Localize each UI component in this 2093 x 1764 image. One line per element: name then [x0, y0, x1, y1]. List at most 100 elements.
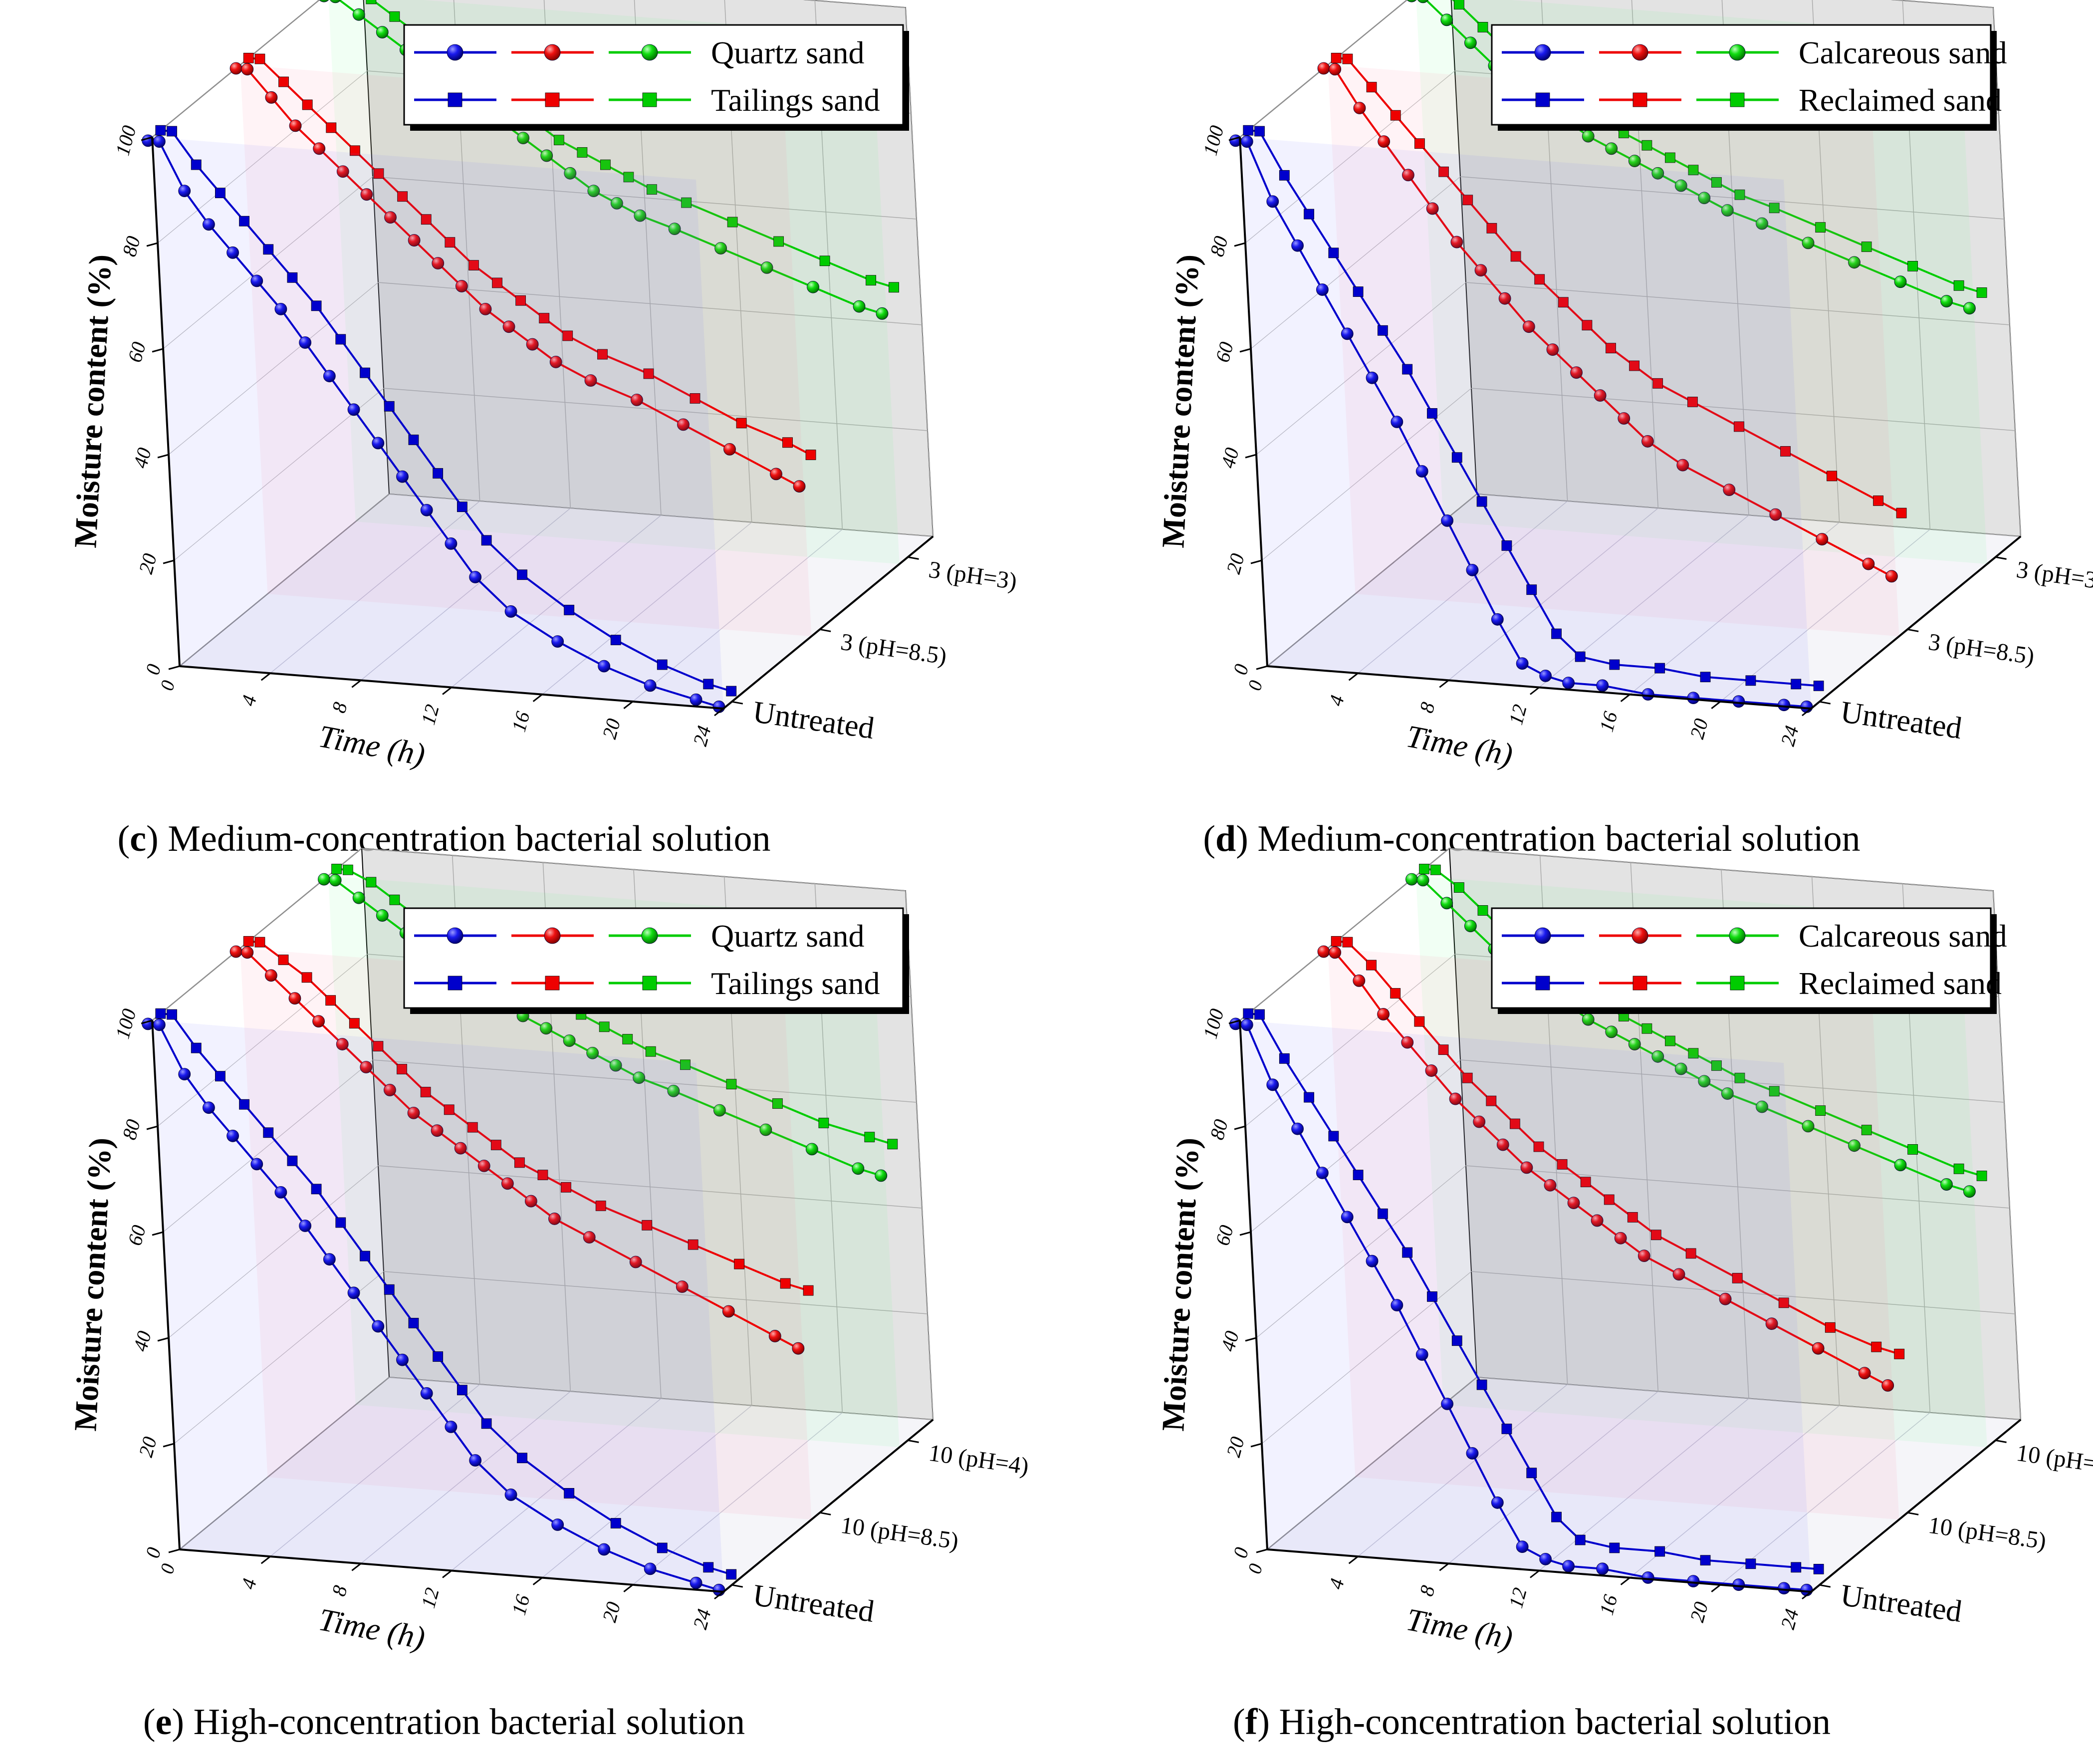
series-group-0: [142, 1008, 737, 1596]
data-point-circle: [477, 1159, 490, 1172]
group-plane: [240, 65, 812, 637]
data-point-circle: [1778, 1582, 1791, 1595]
legend-marker-circle: [447, 44, 464, 61]
gridline-side: [163, 176, 373, 349]
gridline-floor: [1539, 1398, 1749, 1571]
data-point-square: [645, 1046, 656, 1057]
series-circle-1: [230, 62, 806, 493]
series-square-1: [1331, 936, 1905, 1359]
caption-text: High-concentration bacterial solution: [1270, 1702, 1831, 1743]
data-point-circle: [1723, 484, 1736, 497]
data-point-circle: [289, 119, 302, 132]
data-point-square: [577, 147, 588, 158]
data-point-square: [349, 1018, 360, 1029]
x-tick: [532, 694, 543, 702]
data-point-circle: [875, 1169, 888, 1182]
data-point-square: [1279, 1053, 1290, 1064]
data-point-square: [517, 1453, 527, 1464]
data-point-circle: [1377, 1008, 1390, 1020]
gridline-horizontal: [1476, 494, 2021, 537]
data-point-square: [331, 864, 342, 874]
data-point-circle: [1401, 1036, 1414, 1049]
data-point-circle: [384, 1084, 396, 1096]
data-point-circle: [431, 1124, 444, 1137]
data-point-square: [1331, 936, 1342, 947]
gridline-vertical: [905, 890, 933, 1420]
data-point-circle: [1676, 459, 1689, 472]
gridline-floor: [1358, 1384, 1568, 1557]
data-point-circle: [360, 188, 373, 201]
data-point-square: [622, 1034, 633, 1044]
gridline-floor: [1539, 514, 1749, 688]
data-point-square: [457, 502, 467, 512]
legend-label: Quartz sand: [711, 35, 864, 70]
z-tick: [141, 136, 153, 141]
data-point-square: [599, 1021, 610, 1032]
legend-marker-square: [1632, 92, 1647, 107]
data-point-circle: [713, 1104, 726, 1117]
data-point-circle: [1498, 292, 1511, 305]
legend-label: Calcareous sand: [1799, 918, 2007, 954]
data-point-square: [1453, 882, 1464, 893]
legend-box: [403, 907, 904, 1009]
x-tick: [714, 1591, 724, 1600]
data-point-circle: [1778, 699, 1791, 712]
data-point-square: [1438, 166, 1449, 177]
gridline-horizontal: [1465, 282, 2010, 325]
legend-marker-square: [448, 976, 463, 991]
z-tick: [168, 665, 180, 670]
data-point-circle: [667, 1084, 680, 1097]
data-point-circle: [1802, 1120, 1815, 1133]
data-point-square: [1331, 52, 1342, 63]
data-point-circle: [1812, 1342, 1825, 1355]
data-point-square: [1279, 170, 1290, 181]
gridline-side: [168, 282, 379, 455]
data-point-square: [191, 1042, 202, 1053]
data-point-circle: [1862, 557, 1875, 570]
data-point-square: [1551, 628, 1562, 639]
data-point-circle: [1719, 1292, 1732, 1305]
data-point-circle: [1641, 1571, 1654, 1584]
data-point-square: [1711, 1060, 1722, 1071]
data-point-square: [1894, 1348, 1905, 1359]
data-point-circle: [1963, 1185, 1976, 1198]
y-axis-line: [722, 535, 934, 710]
legend-label: Quartz sand: [711, 918, 864, 954]
data-point-square: [1654, 663, 1665, 674]
data-point-square: [643, 368, 654, 379]
data-point-square: [335, 1217, 346, 1228]
series-square-1: [243, 52, 816, 460]
data-point-square: [1606, 343, 1616, 354]
data-point-circle: [770, 468, 782, 481]
data-point-square: [1813, 681, 1824, 691]
series-square-0: [1243, 125, 1824, 691]
data-point-square: [457, 1385, 467, 1396]
z-tick: [1245, 1337, 1257, 1342]
data-point-circle: [1402, 169, 1414, 182]
data-point-square: [1711, 177, 1722, 188]
data-point-square: [727, 217, 738, 228]
data-point-square: [1377, 325, 1388, 336]
data-point-square: [1629, 360, 1640, 371]
data-point-square: [1609, 1542, 1620, 1553]
data-point-square: [1813, 1563, 1824, 1574]
panel-caption: (c) Medium-concentration bacterial solut…: [118, 818, 771, 859]
data-point-square: [726, 686, 737, 697]
data-point-circle: [1672, 1268, 1685, 1281]
x-tick: [260, 1555, 271, 1564]
caption-letter: d: [1215, 818, 1236, 859]
gridline-vertical: [1993, 890, 2021, 1420]
legend-box: [1491, 24, 1992, 126]
data-point-circle: [1291, 1122, 1304, 1135]
series-circle-0: [142, 1017, 725, 1596]
legend-marker-circle: [544, 927, 561, 944]
gridline-floor: [270, 1384, 480, 1557]
data-point-square: [1732, 1272, 1743, 1283]
data-point-square: [562, 330, 573, 341]
data-point-circle: [712, 700, 725, 713]
data-point-circle: [323, 370, 336, 383]
data-point-circle: [551, 635, 564, 648]
series-circle-0: [1229, 134, 1813, 713]
data-point-square: [803, 1285, 814, 1296]
data-point-circle: [876, 307, 889, 320]
